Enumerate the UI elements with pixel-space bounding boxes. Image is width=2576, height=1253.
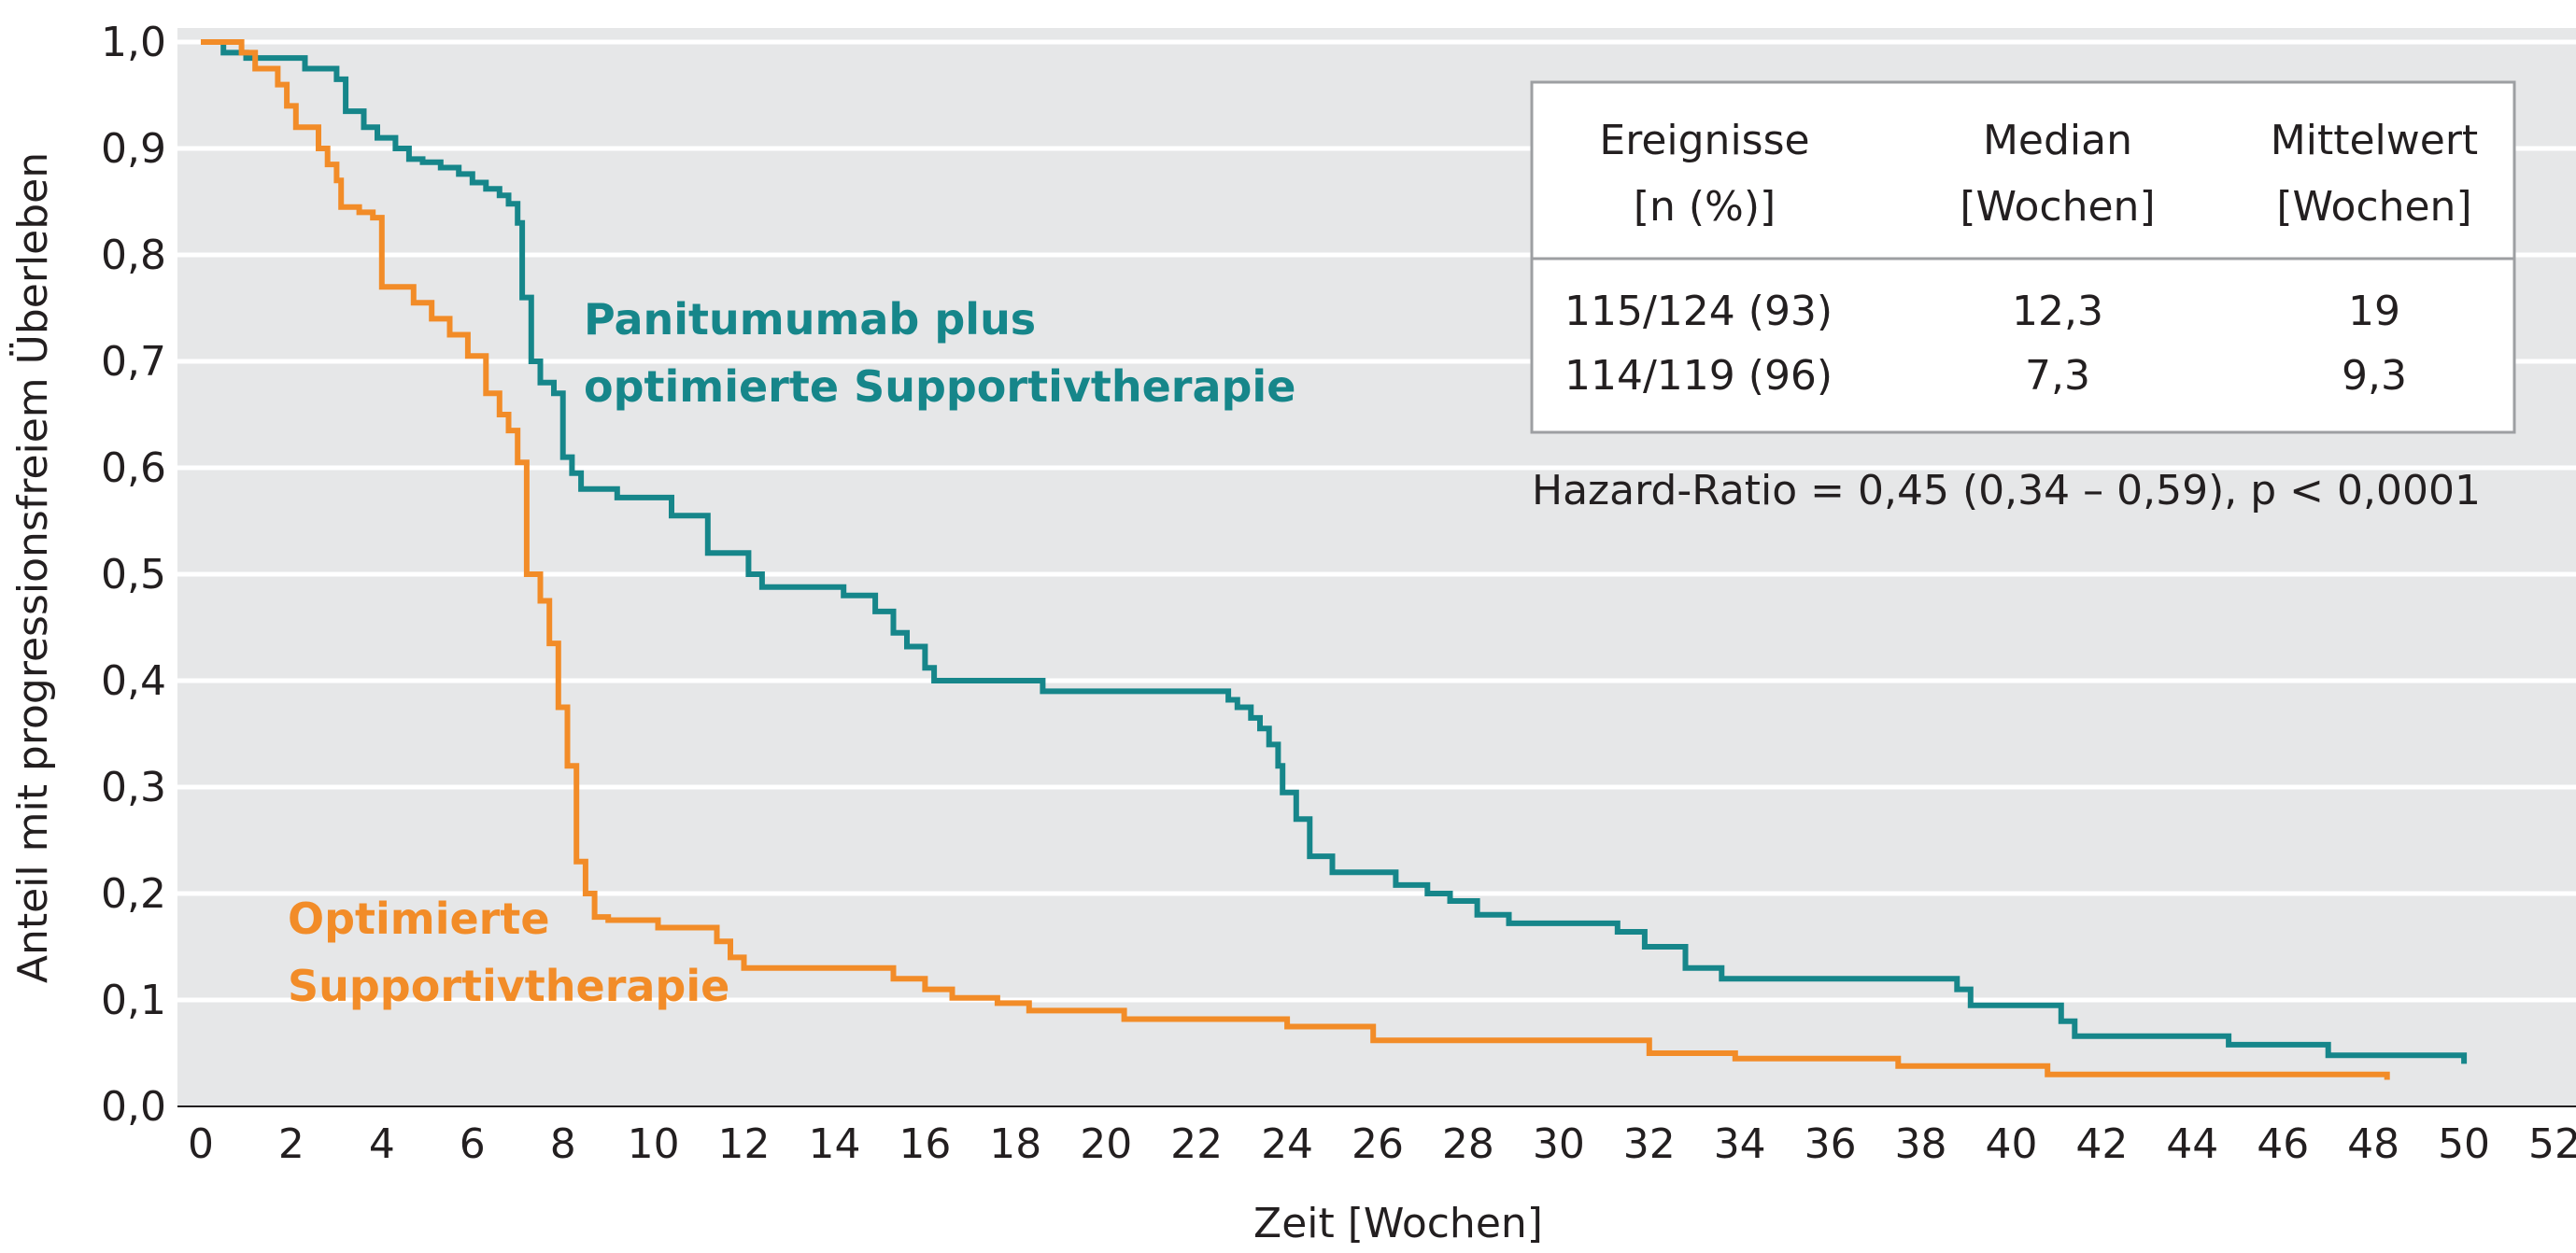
table-cell: 12,3: [2012, 288, 2103, 335]
x-tick-label: 38: [1895, 1120, 1947, 1168]
table-header-events-line1: Ereignisse: [1599, 117, 1809, 164]
x-tick-label: 16: [899, 1120, 951, 1168]
y-tick-label: 0,7: [101, 338, 166, 386]
table-header-events-line2: [n (%)]: [1634, 183, 1776, 231]
series-label-panitumumab-line2: optimierte Supportivtherapie: [584, 361, 1295, 412]
table-header-median-line1: Median: [1983, 117, 2132, 164]
y-tick-label: 0,5: [101, 551, 166, 598]
x-tick-labels: 0 2 4 6 8 10 12 14 16 18 20 22 24 26 28 30 32 34 36 38 40 42 4…: [188, 1120, 2576, 1168]
x-tick-label: 24: [1261, 1120, 1313, 1168]
x-tick-label: 34: [1714, 1120, 1766, 1168]
x-tick-label: 18: [989, 1120, 1041, 1168]
x-tick-label: 20: [1080, 1120, 1132, 1168]
x-tick-label: 14: [808, 1120, 860, 1168]
x-tick-label: 46: [2257, 1120, 2309, 1168]
x-tick-label: 30: [1533, 1120, 1585, 1168]
table-header-median-line2: [Wochen]: [1960, 183, 2155, 231]
x-tick-label: 26: [1352, 1120, 1404, 1168]
x-tick-label: 48: [2347, 1120, 2399, 1168]
series-line-panitumumab: [201, 39, 2468, 1064]
y-tick-label: 1,0: [101, 19, 166, 66]
x-tick-label: 36: [1805, 1120, 1857, 1168]
table-cell: 19: [2348, 288, 2400, 335]
y-tick-label: 0,0: [101, 1083, 166, 1131]
series-lines: [201, 39, 2468, 1080]
x-tick-label: 40: [1985, 1120, 2037, 1168]
y-tick-label: 0,1: [101, 977, 166, 1024]
series-label-optimiert-line2: Supportivtherapie: [288, 961, 729, 1011]
y-tick-label: 0,2: [101, 870, 166, 918]
statistics-table: Ereignisse [n (%)] Median [Wochen] Mitte…: [1530, 80, 2516, 434]
x-tick-label: 12: [718, 1120, 771, 1168]
x-tick-label: 8: [550, 1120, 576, 1168]
x-tick-label: 44: [2166, 1120, 2218, 1168]
y-tick-label: 0,9: [101, 125, 166, 173]
table-header-mean-line2: [Wochen]: [2276, 183, 2471, 231]
x-tick-label: 22: [1170, 1120, 1223, 1168]
x-tick-label: 50: [2438, 1120, 2490, 1168]
y-tick-label: 0,8: [101, 232, 166, 279]
x-tick-label: 0: [188, 1120, 214, 1168]
x-tick-label: 32: [1623, 1120, 1676, 1168]
y-axis-title: Anteil mit progressionsfreiem Überleben: [8, 152, 57, 983]
y-tick-label: 0,3: [101, 764, 166, 811]
series-label-panitumumab-line1: Panitumumab plus: [584, 294, 1036, 345]
x-tick-label: 52: [2528, 1120, 2576, 1168]
table-cell: 7,3: [2025, 352, 2090, 400]
x-tick-label: 6: [460, 1120, 486, 1168]
table-cell: 9,3: [2342, 352, 2407, 400]
hazard-ratio-annotation: Hazard-Ratio = 0,45 (0,34 – 0,59), p < 0…: [1532, 467, 2481, 514]
x-tick-label: 4: [369, 1120, 395, 1168]
y-tick-labels: 0,0 0,1 0,2 0,3 0,4 0,5 0,6 0,7 0,8 0,9 1,0: [101, 19, 166, 1131]
series-label-optimiert-line1: Optimierte: [288, 894, 550, 944]
x-axis-title: Zeit [Wochen]: [1253, 1200, 1543, 1247]
x-tick-label: 10: [628, 1120, 680, 1168]
y-tick-label: 0,6: [101, 444, 166, 492]
x-tick-label: 42: [2075, 1120, 2128, 1168]
series-line-optimiert: [201, 39, 2390, 1080]
y-tick-label: 0,4: [101, 657, 166, 705]
table-cell: 114/119 (96): [1564, 352, 1833, 400]
table-header-mean-line1: Mittelwert: [2271, 117, 2478, 164]
x-tick-label: 28: [1442, 1120, 1494, 1168]
table-cell: 115/124 (93): [1564, 288, 1833, 335]
x-tick-label: 2: [278, 1120, 304, 1168]
